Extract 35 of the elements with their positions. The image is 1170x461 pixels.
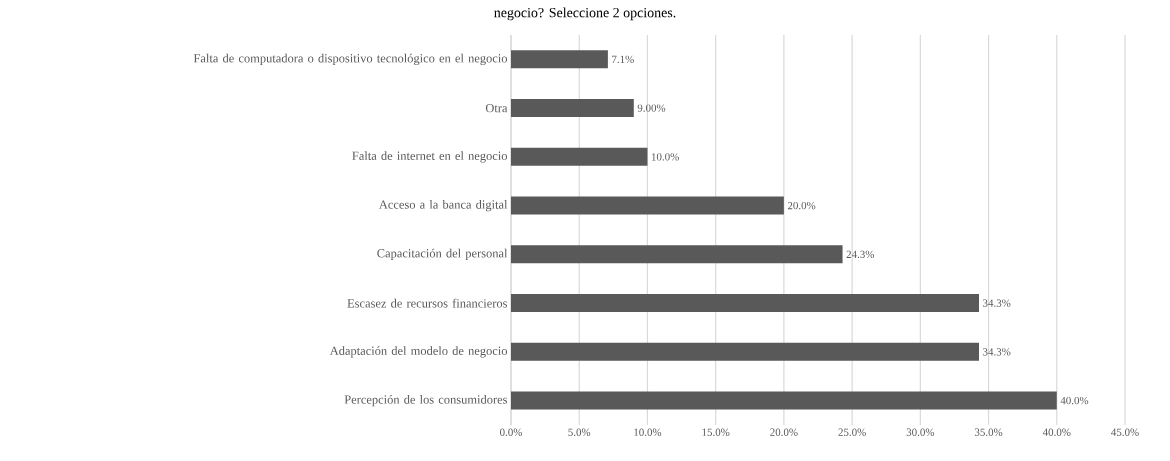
bar (511, 294, 980, 313)
data-label: 7.1% (612, 55, 634, 64)
x-tick-label: 25.0% (838, 428, 866, 436)
x-tick-label: 40.0% (1042, 428, 1071, 436)
x-tick-label: 20.0% (770, 428, 798, 436)
y-tick-label: Otra (485, 103, 508, 113)
y-tick-label: Falta de internet en el negocio (352, 151, 508, 163)
data-label: 20.0% (787, 201, 816, 210)
x-tick-label: 30.0% (906, 428, 935, 436)
y-tick-label: Falta de computadora o dispositivo tecnológico en el negocio (193, 53, 508, 66)
x-tick-label: 35.0% (974, 428, 1003, 436)
x-tick-label: 15.0% (702, 428, 730, 436)
bar (511, 245, 843, 264)
data-label: 40.0% (1060, 396, 1089, 405)
data-label: 10.0% (651, 153, 679, 161)
x-tick-label: 0.0% (500, 428, 523, 436)
bar (511, 342, 980, 361)
data-label: 34.3% (983, 299, 1011, 307)
y-tick-label: Escasez de recursos financieros (347, 298, 508, 308)
bar (511, 147, 648, 166)
x-tick-label: 45.0% (1111, 428, 1139, 436)
data-label: 9.00% (637, 104, 666, 112)
chart-title: negocio? Seleccione 2 opciones. (494, 7, 676, 21)
data-label: 24.3% (846, 250, 875, 259)
y-tick-label: Acceso a la banca digital (378, 199, 508, 212)
bar (511, 99, 634, 118)
bar (511, 391, 1057, 410)
y-tick-label: Adaptación del modelo de negocio (329, 346, 508, 358)
y-tick-label: Capacitación del personal (377, 248, 508, 261)
data-label: 34.3% (983, 348, 1011, 356)
x-tick-label: 10.0% (634, 428, 662, 436)
y-tick-label: Percepción de los consumidores (344, 394, 508, 407)
x-tick-label: 5.0% (568, 428, 591, 436)
bar (511, 196, 784, 215)
bar (511, 50, 608, 69)
